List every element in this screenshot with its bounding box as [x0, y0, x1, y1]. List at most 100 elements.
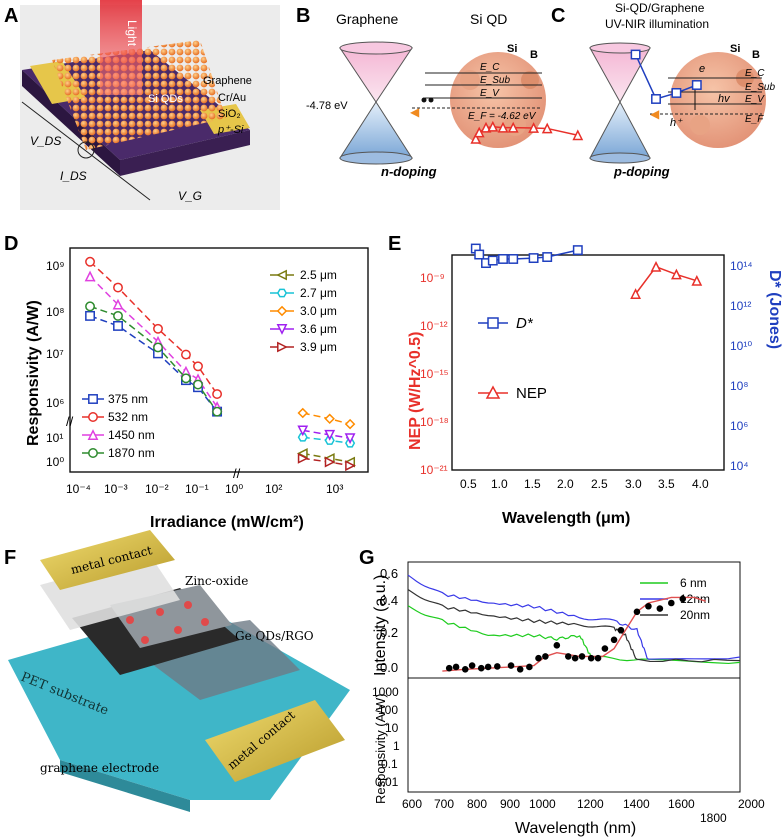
d-data-point [297, 432, 308, 442]
e-ytick-right: 10⁸ [730, 379, 748, 393]
g-data-point [507, 662, 515, 669]
e-data-point [691, 80, 702, 90]
panel-d-xlabel: Irradiance (mW/cm²) [150, 514, 304, 531]
legend-12nm: 12nm [680, 592, 710, 606]
si-atom-label: Si [730, 43, 740, 55]
hole-label: h⁺ [670, 117, 683, 129]
panel-g-marks [407, 574, 741, 673]
e-series-line [635, 265, 698, 295]
e-ytick-right: 10¹⁴ [730, 259, 753, 273]
g-bottom-ylabel: Responsivity (A/W) [373, 693, 388, 804]
g-xtick: 800 [467, 797, 487, 811]
d-data-point [84, 270, 96, 282]
panel-e-marks [470, 49, 703, 299]
ef-label: E_F = -4.62 eV [468, 111, 537, 122]
si-qd-title: Si QD [470, 11, 507, 27]
g-top-ylabel: Intensity (a.u.) [372, 575, 389, 676]
e-xtick: 4.0 [692, 477, 709, 491]
ids-label: I_DS [60, 169, 87, 183]
e-xtick: 1.5 [524, 477, 541, 491]
e-xtick: 3.0 [625, 477, 642, 491]
g-xtick: 1400 [623, 797, 650, 811]
g-data-point [445, 664, 453, 672]
panel-e-ylabel-right: D* (Jones) [766, 270, 782, 349]
e-ytick-right: 10⁴ [730, 459, 749, 473]
panel-letter-b: B [296, 5, 310, 27]
d-ytick: 10⁰ [46, 455, 64, 469]
d-legend-marker [88, 394, 98, 404]
panel-e-chart: Wavelength (μm) NEP (W/Hz^0.5) D* (Jones… [407, 49, 782, 527]
e-xtick: 0.5 [460, 477, 477, 491]
d-legend-marker [276, 269, 287, 281]
zinc-oxide-film [40, 555, 180, 630]
qd-dot [201, 618, 209, 626]
g-data-point [656, 605, 664, 612]
vds-label: V_DS [30, 134, 61, 148]
g-spectrum-line [407, 574, 741, 660]
g-data-point [578, 653, 586, 660]
e-xtick: 3.5 [658, 477, 675, 491]
d-data-point [324, 429, 336, 441]
esub-label: E_Sub [745, 82, 775, 93]
legend-2-7um: 2.7 μm [300, 286, 337, 300]
g-data-point [461, 665, 469, 673]
d-data-point [193, 379, 203, 390]
e-data-point [487, 255, 498, 266]
g-spectrum-line [407, 588, 741, 663]
g-data-point [452, 663, 460, 671]
g-xtick: 700 [434, 797, 454, 811]
g-bottom-ytick: 10 [385, 721, 399, 735]
legend-532: 532 nm [108, 410, 148, 424]
e-data-point [498, 254, 508, 264]
cone-upper-rim [339, 41, 413, 55]
panel-e-legend: D* NEP [478, 315, 547, 402]
electron-dot [421, 97, 427, 103]
g-bottom-ytick: 1 [393, 739, 400, 753]
d-data-point [297, 407, 309, 419]
panel-d-ylabel: Responsivity (A/W) [25, 300, 42, 446]
d-data-point [112, 298, 124, 310]
bottom-metal-contact [205, 700, 345, 782]
panel-letter-d: D [4, 233, 18, 255]
g-bottom-yticks: 1000 100 10 1 0.1 0.01 [372, 685, 400, 789]
hv-label: hv [718, 93, 731, 105]
light-beam [100, 0, 142, 95]
d-data-point [324, 413, 335, 425]
e-data-point [487, 120, 499, 132]
graphene-title: Graphene [336, 11, 398, 27]
d-data-point [297, 452, 309, 464]
e-data-point [470, 132, 482, 144]
panel-g-chart: Intensity (a.u.) Responsivity (A/W) Wave… [372, 561, 765, 837]
e-data-point [572, 129, 584, 141]
d-ytick: 10⁸ [46, 305, 64, 319]
d-data-point [345, 460, 356, 472]
boron-atom-label: B [752, 49, 760, 61]
e-ytick-right: 10¹⁰ [730, 339, 752, 353]
g-data-point [535, 654, 542, 662]
panel-b-band-diagram: Graphene Si QD -4.78 eV E_C E_Sub E_V E_… [306, 11, 546, 179]
e-data-point [671, 88, 682, 98]
panel-d-marks [82, 256, 356, 472]
g-data-point [679, 595, 687, 603]
g-data-point [468, 662, 476, 669]
g-xticks: 600 700 800 900 1000 1200 1400 1600 1800… [402, 797, 765, 825]
ge-qds-label: Ge QDs/RGO [235, 629, 314, 643]
qd-dot [126, 616, 134, 624]
e-yticks-left: 10⁻⁹ 10⁻¹² 10⁻¹⁵ 10⁻¹⁸ 10⁻²¹ [420, 271, 449, 477]
g-top-ytick: 0.0 [380, 660, 398, 675]
legend-dstar: D* [516, 315, 534, 332]
ev-label: E_V [480, 88, 500, 99]
circuit-wire [21, 101, 151, 201]
g-top-yticks: 0.6 0.4 0.2 0.0 [380, 566, 398, 675]
e-ytick-left: 10⁻⁹ [420, 271, 445, 285]
g-top-ytick: 0.2 [380, 625, 398, 640]
panel-letter-g: G [359, 547, 375, 569]
e-xtick: 1.0 [491, 477, 508, 491]
ev-label: E_V [745, 94, 765, 105]
e-data-point [630, 49, 641, 60]
d-data-point [153, 323, 163, 334]
ec-label: E_C [480, 62, 500, 73]
cone-lower [339, 101, 413, 159]
e-xtick: 2.5 [591, 477, 608, 491]
panel-d-legend-left: 375 nm 532 nm 1450 nm 1870 nm [108, 392, 155, 460]
